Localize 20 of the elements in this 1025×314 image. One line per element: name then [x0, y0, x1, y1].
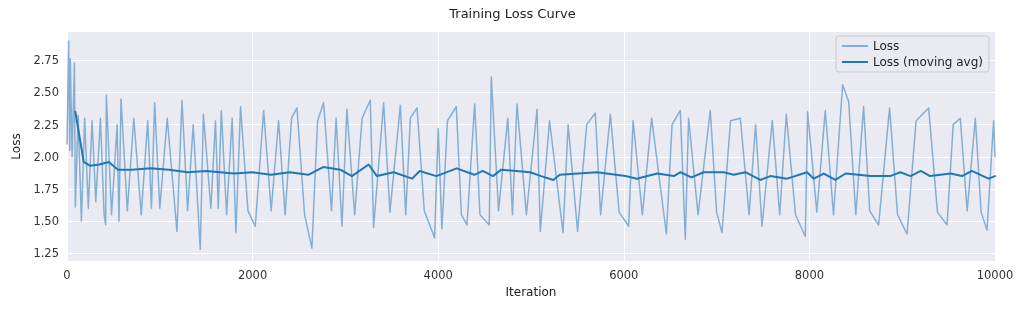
x-tick-label: 8000	[794, 268, 825, 282]
line-series	[66, 40, 996, 251]
x-tick-label: 0	[63, 268, 71, 282]
y-tick-label: 2.75	[33, 53, 59, 68]
chart-title: Training Loss Curve	[448, 6, 576, 21]
y-axis-title: Loss	[9, 133, 24, 160]
y-tick-label: 1.50	[33, 214, 59, 229]
y-tick-label: 2.50	[33, 85, 59, 100]
line-series	[74, 110, 996, 181]
y-tick-label: 1.25	[33, 246, 59, 261]
x-axis-title: Iteration	[505, 284, 557, 299]
x-tick-label: 10000	[976, 268, 1014, 282]
x-tick-label: 6000	[609, 268, 639, 282]
x-tick-label: 4000	[423, 268, 453, 282]
y-tick-label: 1.75	[33, 181, 59, 196]
legend-label: Loss	[872, 39, 900, 53]
y-tick-label: 2.00	[33, 149, 59, 164]
x-tick-label: 2000	[237, 268, 268, 282]
y-tick-label: 2.25	[33, 117, 59, 132]
legend-label: Loss (moving avg)	[872, 55, 983, 69]
